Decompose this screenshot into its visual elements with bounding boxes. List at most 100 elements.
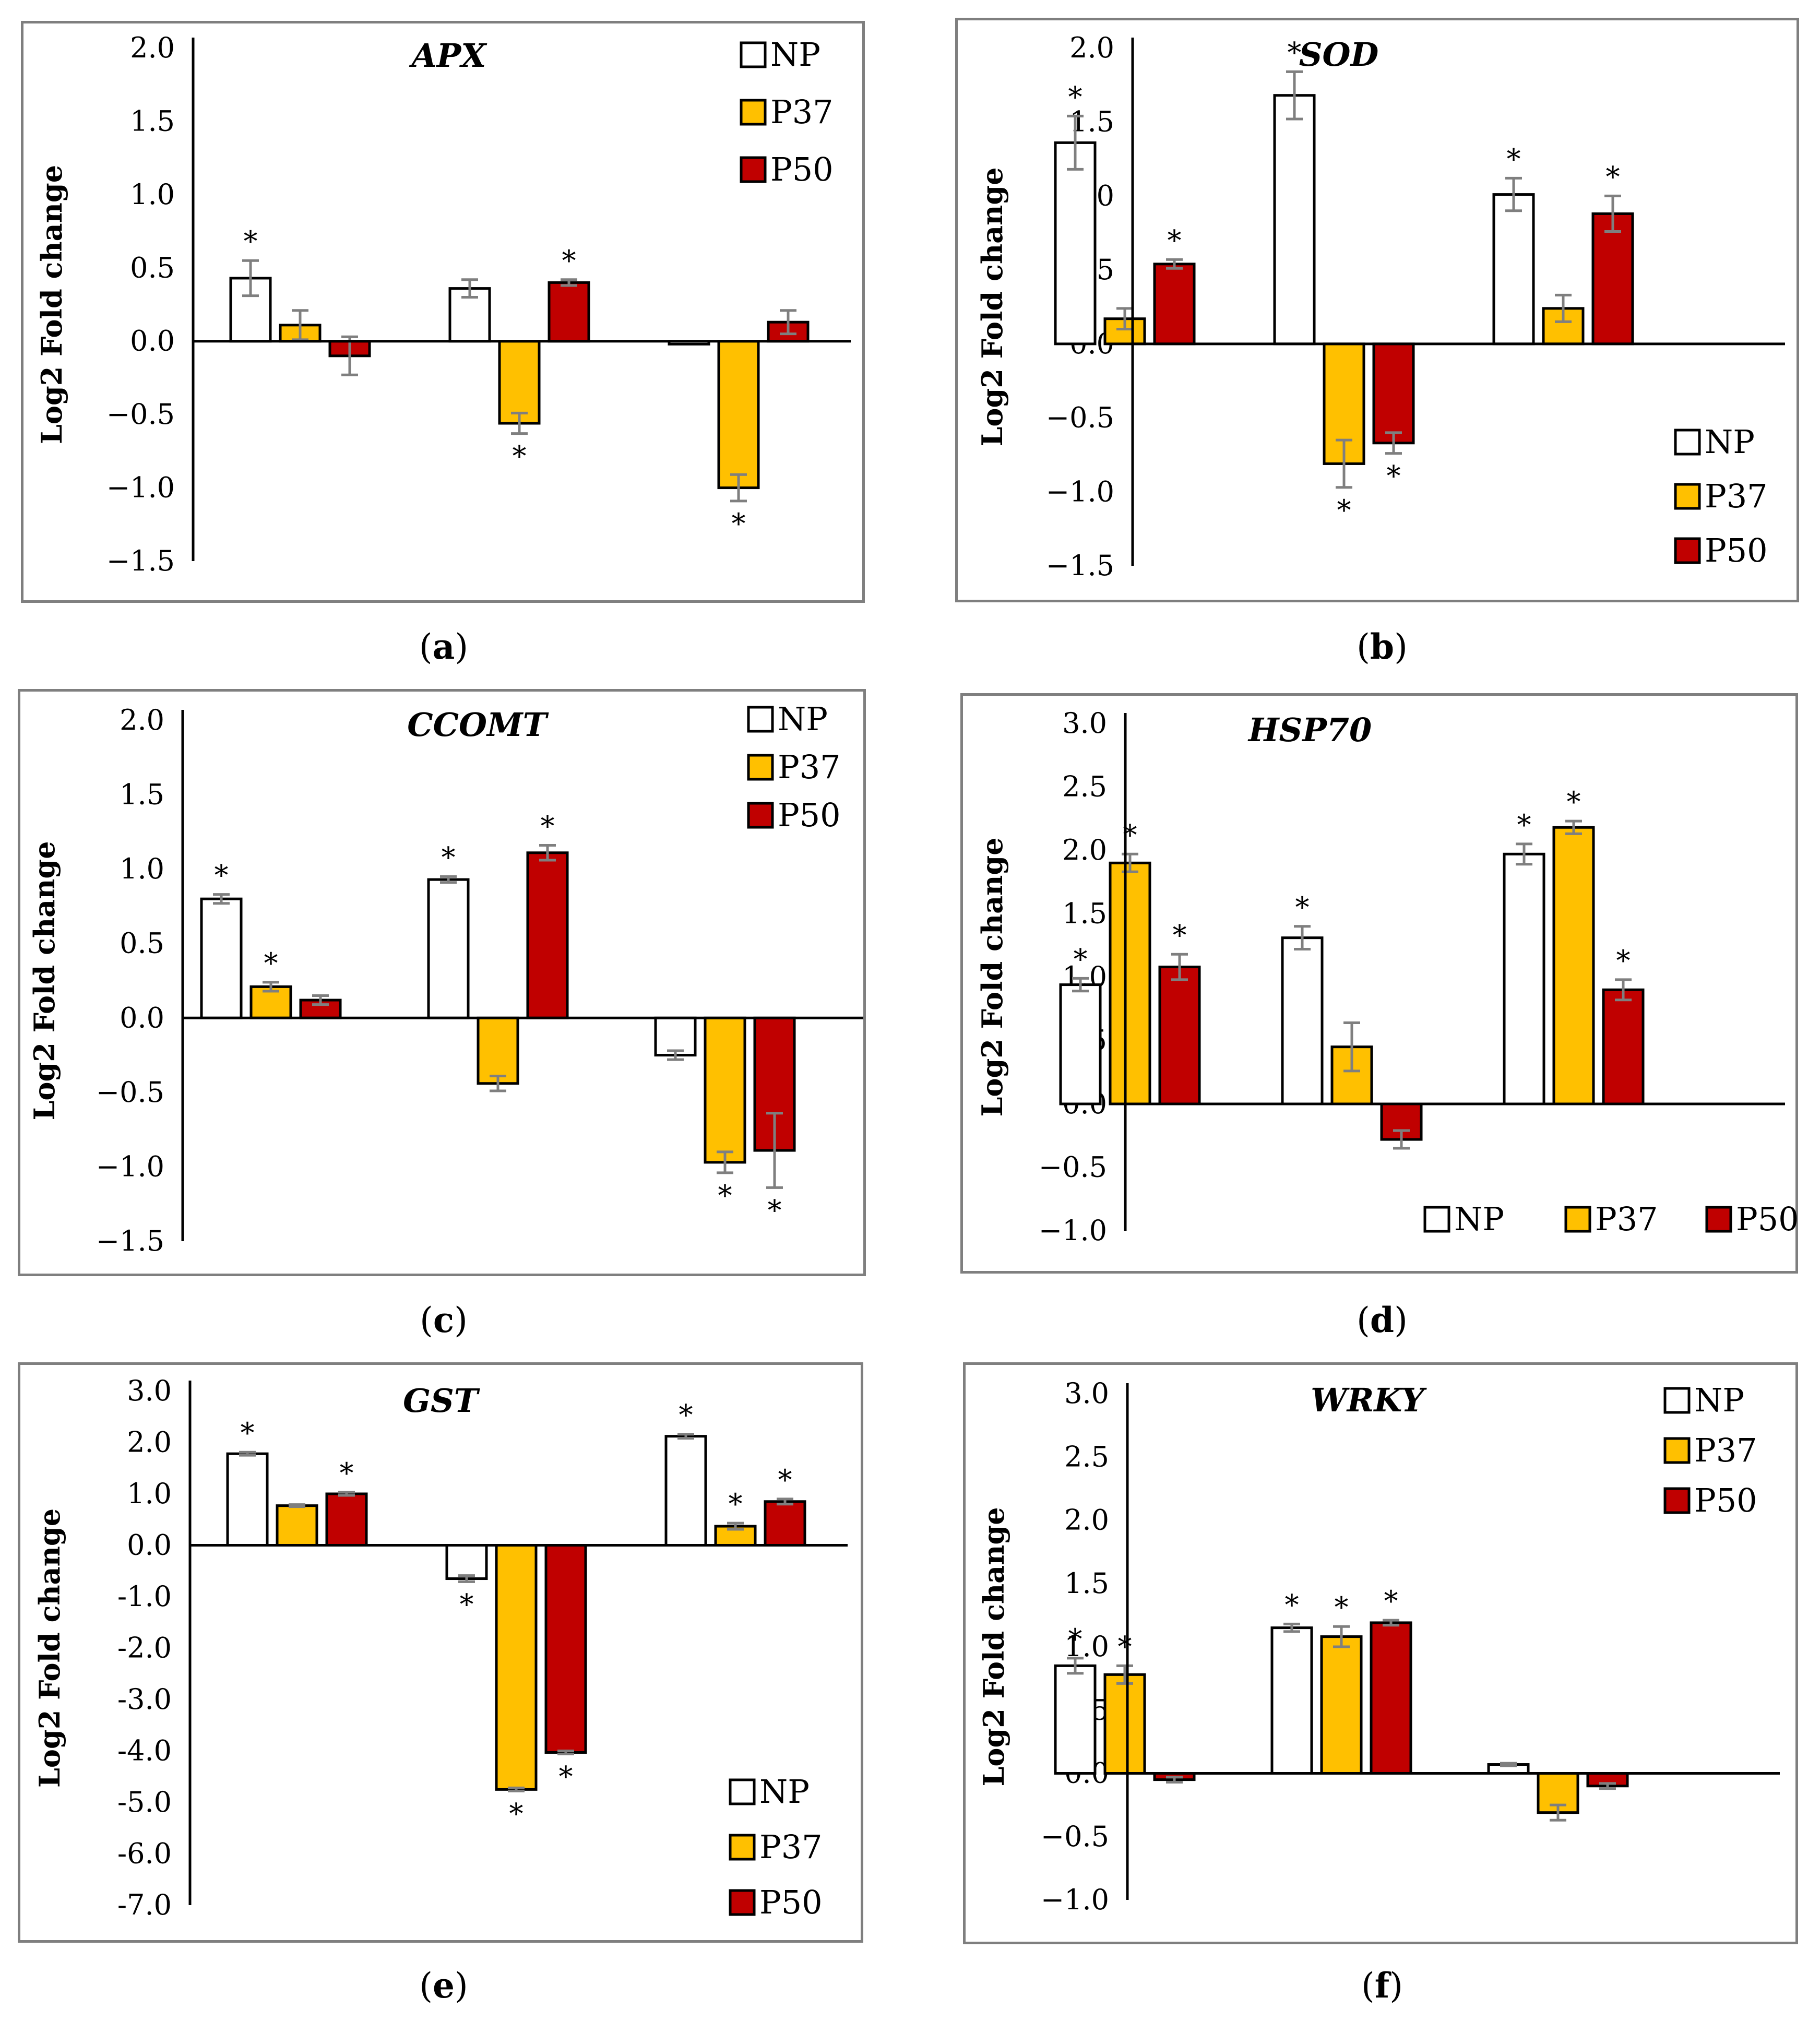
y-tick-label: -5.0 xyxy=(117,1786,172,1818)
legend-swatch-np xyxy=(747,706,774,733)
y-axis-label: Log2 Fold change xyxy=(976,837,1009,1116)
bar-p50-group-3 xyxy=(1602,988,1645,1105)
significance-star: * xyxy=(1074,943,1088,976)
significance-star: * xyxy=(1517,809,1531,841)
bar-p37-group-1 xyxy=(1109,861,1151,1105)
significance-star: * xyxy=(559,1760,573,1793)
y-tick-label: 0.5 xyxy=(130,251,175,284)
y-tick-label: −1.5 xyxy=(1046,549,1114,582)
bar-np-group-2 xyxy=(1281,936,1324,1105)
y-tick-label: 2.5 xyxy=(1062,770,1107,803)
y-tick-label: −1.0 xyxy=(1041,1883,1109,1916)
bar-p50-group-1 xyxy=(325,1492,368,1547)
significance-star: * xyxy=(562,244,576,277)
legend-swatch-p50 xyxy=(1663,1487,1691,1514)
bar-p50-group-1 xyxy=(1153,263,1196,346)
legend-swatch-p37 xyxy=(740,99,767,126)
significance-star: * xyxy=(1337,494,1351,527)
significance-star: * xyxy=(1507,142,1521,175)
y-tick-label: 2.0 xyxy=(130,31,175,64)
significance-star: * xyxy=(1567,786,1581,818)
y-axis-label: Log2 Fold change xyxy=(977,1507,1010,1786)
y-tick-label: −1.5 xyxy=(106,544,175,577)
significance-star: * xyxy=(718,1179,732,1212)
legend-label-np: NP xyxy=(778,700,828,738)
legend-swatch-np xyxy=(1674,429,1701,456)
y-tick-label: −1.0 xyxy=(106,471,175,504)
significance-star: * xyxy=(1295,891,1310,924)
significance-star: * xyxy=(732,507,746,540)
bar-np-group-1 xyxy=(200,897,243,1019)
legend-label-p50: P50 xyxy=(1694,1481,1757,1519)
legend-swatch-p37 xyxy=(1674,483,1701,510)
caption-c: (c) xyxy=(420,1300,468,1340)
legend-label-np: NP xyxy=(759,1773,810,1811)
legend-label-p37: P37 xyxy=(759,1828,823,1866)
significance-star: * xyxy=(340,1457,354,1490)
significance-star: * xyxy=(264,947,278,980)
bar-p50-group-2 xyxy=(544,1544,587,1754)
y-tick-label: 1.5 xyxy=(1069,105,1114,138)
significance-star: * xyxy=(1285,1588,1299,1621)
y-tick-label: 3.0 xyxy=(127,1374,172,1407)
chart-c: 2.0 1.5 1.0 0.5 0.0 −0.5 −1.0 −1.5 Log2 Fold cha… xyxy=(28,700,863,1257)
y-tick-label: -2.0 xyxy=(117,1632,172,1665)
caption-e: (e) xyxy=(419,1965,468,2006)
legend-swatch-p37 xyxy=(747,754,774,781)
y-tick-label: 0.0 xyxy=(120,1001,164,1034)
bar-np-group-1 xyxy=(1059,983,1102,1105)
legend-swatch-p50 xyxy=(747,802,774,829)
legend-label-p37: P37 xyxy=(1694,1431,1757,1469)
significance-star: * xyxy=(442,841,456,874)
significance-star: * xyxy=(1118,1630,1132,1663)
y-tick-label: -1.0 xyxy=(117,1580,172,1613)
significance-star: * xyxy=(1173,919,1187,952)
bar-np-group-3 xyxy=(1492,193,1535,346)
legend-swatch-np xyxy=(1423,1206,1450,1233)
significance-star: * xyxy=(679,1399,693,1432)
y-axis-label: Log2 Fold change xyxy=(28,841,61,1120)
y-tick-label: 1.0 xyxy=(127,1477,172,1510)
significance-star: * xyxy=(1068,1623,1083,1656)
y-tick-label: 1.0 xyxy=(130,178,175,211)
caption-f: (f) xyxy=(1361,1965,1403,2006)
bar-np-group-3 xyxy=(1503,852,1545,1105)
legend-label-p50: P50 xyxy=(759,1883,823,1921)
bar-np-group-2 xyxy=(445,1544,488,1580)
bar-p50-group-3 xyxy=(1591,212,1634,346)
significance-star: * xyxy=(541,810,555,843)
significance-star: * xyxy=(1606,160,1620,193)
significance-star: * xyxy=(460,1588,474,1621)
y-tick-label: 2.0 xyxy=(1064,1504,1109,1537)
caption-d: (d) xyxy=(1357,1300,1408,1340)
chart-e: 3.0 2.0 1.0 0.0 -1.0 -2.0 -3.0 -4.0 -5.0 -6.0 -7.0… xyxy=(33,1374,848,1921)
significance-star: * xyxy=(1168,224,1182,257)
legend-swatch-np xyxy=(729,1778,756,1805)
legend-swatch-np xyxy=(1663,1387,1691,1414)
chart-title: CCOMT xyxy=(407,706,549,744)
chart-title: APX xyxy=(409,37,488,75)
y-tick-label: −0.5 xyxy=(1046,401,1114,434)
bar-p37-group-3 xyxy=(1552,826,1595,1105)
bar-p50-group-3 xyxy=(764,1500,806,1547)
y-tick-label: 2.0 xyxy=(1069,31,1114,64)
y-tick-label: 3.0 xyxy=(1062,707,1107,740)
significance-star: * xyxy=(1288,36,1302,69)
legend-label-np: NP xyxy=(1454,1200,1504,1238)
significance-star: * xyxy=(1387,460,1401,493)
bar-p37-group-1 xyxy=(276,1504,318,1547)
y-tick-label: -3.0 xyxy=(117,1683,172,1716)
significance-star: * xyxy=(244,225,258,258)
bar-p37-group-3 xyxy=(717,340,760,490)
panel-frame-a xyxy=(21,21,865,603)
legend-swatch-p37 xyxy=(729,1834,756,1861)
legend-swatch-p50 xyxy=(1674,537,1701,564)
bar-p50-group-1 xyxy=(1158,966,1201,1105)
legend-label-p50: P50 xyxy=(770,150,834,188)
bar-np-group-1 xyxy=(1054,1664,1097,1775)
y-tick-label: 1.0 xyxy=(120,852,164,885)
significance-star: * xyxy=(241,1417,255,1449)
caption-b: (b) xyxy=(1357,626,1408,667)
y-tick-label: -6.0 xyxy=(117,1837,172,1870)
y-tick-label: 1.5 xyxy=(1064,1567,1109,1600)
